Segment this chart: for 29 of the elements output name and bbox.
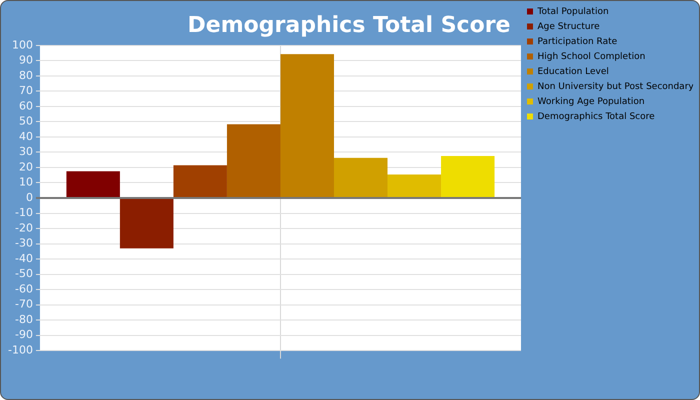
y-tick-label: 30 — [18, 145, 33, 158]
y-tick-label: 40 — [18, 130, 33, 143]
y-tick-label: -20 — [14, 221, 33, 234]
y-tick-label: 70 — [18, 84, 33, 98]
y-tick-label: -100 — [8, 343, 33, 356]
y-tick-label: -60 — [14, 282, 33, 296]
y-tick-label: 20 — [18, 160, 33, 174]
y-tick-label: -10 — [14, 206, 33, 220]
legend-label: High School Completion — [538, 52, 646, 62]
legend-label: Participation Rate — [538, 36, 618, 47]
y-tick-label: 80 — [18, 68, 33, 82]
legend-label: Age Structure — [538, 22, 600, 32]
legend-label: Total Population — [536, 6, 609, 17]
y-tick-label: 50 — [18, 114, 33, 128]
legend-label: Working Age Population — [538, 96, 645, 107]
y-tick-label: -90 — [14, 328, 33, 342]
y-tick-label: 60 — [18, 99, 33, 112]
chart-title: Demographics Total Score — [188, 12, 510, 38]
y-tick-label: -80 — [14, 312, 33, 326]
legend-label: Demographics Total Score — [538, 112, 656, 122]
y-tick-label: 100 — [12, 38, 33, 52]
y-tick-label: -40 — [14, 252, 33, 265]
legend-label: Education Level — [538, 66, 609, 77]
y-tick-label: 0 — [26, 190, 33, 204]
y-tick-label: -70 — [14, 298, 33, 311]
y-tick-label: -30 — [14, 236, 33, 250]
y-tick-label: 10 — [18, 176, 33, 189]
y-tick-label: 90 — [18, 54, 33, 67]
y-tick-label: -50 — [14, 267, 33, 280]
